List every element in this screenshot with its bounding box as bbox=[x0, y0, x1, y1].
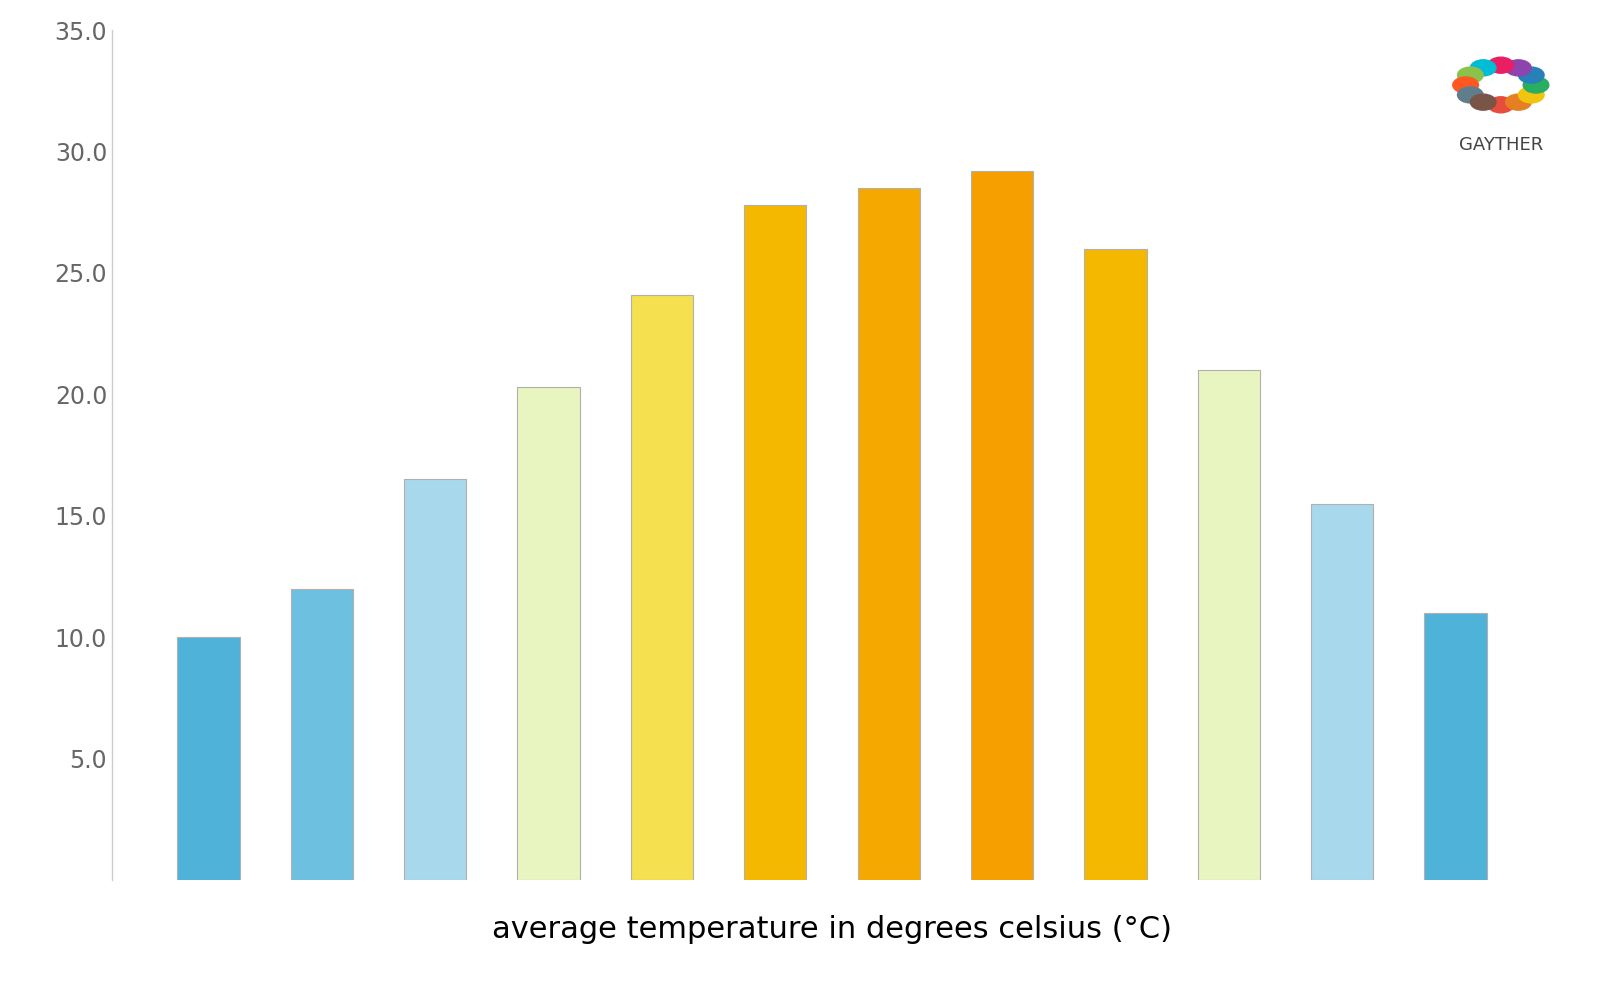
Text: GAYTHER: GAYTHER bbox=[1459, 136, 1542, 154]
Bar bbox=[1197, 370, 1259, 880]
Bar bbox=[630, 295, 693, 880]
Bar bbox=[971, 171, 1034, 880]
Bar bbox=[178, 637, 240, 880]
Bar bbox=[517, 387, 579, 880]
Bar bbox=[291, 589, 354, 880]
Bar bbox=[1085, 249, 1147, 880]
Bar bbox=[744, 205, 806, 880]
Bar bbox=[1310, 504, 1373, 880]
Bar bbox=[858, 188, 920, 880]
Bar bbox=[1424, 613, 1486, 880]
X-axis label: average temperature in degrees celsius (°C): average temperature in degrees celsius (… bbox=[493, 915, 1171, 944]
Bar bbox=[405, 479, 467, 880]
